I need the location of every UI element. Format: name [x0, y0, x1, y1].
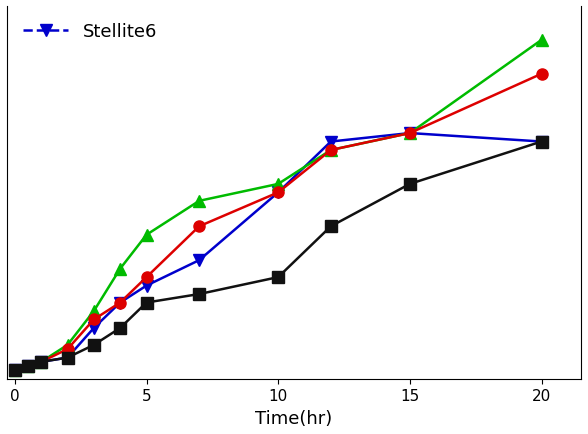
X-axis label: Time(hr): Time(hr) — [255, 409, 333, 427]
Legend: Stellite6: Stellite6 — [16, 16, 165, 48]
